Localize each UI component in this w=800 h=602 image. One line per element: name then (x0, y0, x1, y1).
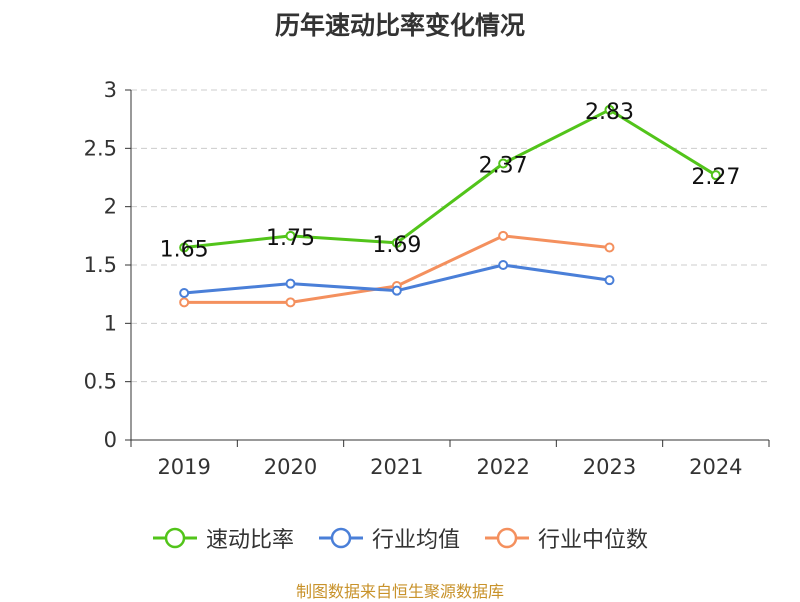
legend-label: 行业中位数 (538, 528, 649, 553)
x-tick-label: 2020 (264, 455, 317, 479)
legend-line-circle-icon (485, 527, 529, 549)
legend-item[interactable]: 速动比率 (152, 522, 294, 554)
data-point (179, 288, 190, 298)
y-tick-label: 3 (104, 78, 117, 102)
data-point (710, 170, 721, 181)
data-point (179, 242, 190, 253)
legend-line-circle-icon (152, 527, 197, 549)
data-point (391, 237, 402, 248)
label-layer: 1.65 1.75 1.69 2.37 2.83 2.27 (160, 100, 741, 263)
grid-layer (131, 89, 769, 383)
y-tick-label: 1 (104, 311, 117, 335)
data-label: 2.27 (691, 165, 740, 190)
data-point (498, 230, 509, 241)
x-tick-label: 2024 (689, 455, 742, 479)
data-point (179, 297, 190, 308)
source-note: 制图数据来自恒生聚源数据库 (295, 582, 504, 601)
data-point (391, 285, 402, 296)
y-tick-label: 0.5 (84, 370, 117, 394)
data-point (285, 297, 296, 308)
y-tick-label: 2.5 (84, 136, 117, 160)
data-label: 2.83 (585, 100, 634, 125)
legend-line-circle-icon (318, 527, 363, 549)
data-label: 2.37 (479, 154, 528, 179)
series-line (184, 108, 717, 249)
legend: 速动比率 行业均值 行业中位数 (0, 521, 800, 555)
data-point (604, 104, 615, 115)
data-label: 1.75 (266, 226, 315, 251)
series-layer (179, 104, 721, 308)
x-tick-label: 2023 (583, 455, 636, 479)
x-tick-label: 2019 (157, 455, 210, 479)
legend-label: 行业均值 (371, 528, 460, 553)
data-point (498, 158, 509, 169)
x-tick-label: 2021 (370, 455, 423, 479)
legend-item[interactable]: 行业中位数 (484, 522, 648, 554)
data-point (285, 278, 296, 289)
data-point (604, 275, 615, 286)
y-tick-label: 0 (104, 428, 117, 452)
axis-layer: 0 0.5 1 1.5 2 2.5 3 2019 2020 2021 2022 2023 2024 (84, 78, 770, 479)
y-tick-label: 1.5 (84, 253, 117, 277)
data-point (285, 230, 296, 241)
legend-item[interactable]: 行业均值 (318, 522, 460, 554)
data-point (604, 242, 615, 253)
data-label: 1.69 (372, 233, 421, 258)
y-tick-label: 2 (104, 195, 117, 219)
chart-title: 历年速动比率变化情况 (274, 11, 525, 40)
legend-label: 速动比率 (205, 528, 294, 553)
data-point (498, 260, 509, 270)
x-tick-label: 2022 (476, 455, 529, 479)
data-label: 1.65 (160, 238, 209, 263)
